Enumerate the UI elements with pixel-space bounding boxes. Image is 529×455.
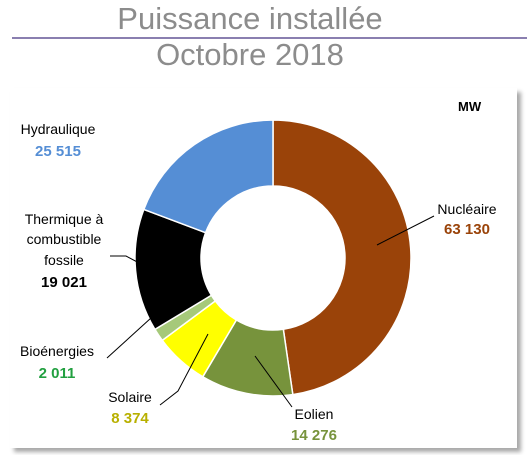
value-thermique: 19 021 (41, 274, 87, 291)
leader-eolien (254, 355, 293, 408)
value-eolien: 14 276 (291, 427, 337, 444)
slice-hydraulique (142, 119, 274, 234)
value-nucleaire: 63 130 (444, 221, 490, 238)
chart-panel: MW Nucléaire 63 130 Eolien 14 276 Solair… (10, 88, 517, 448)
label-thermique-line1: Thermique à (25, 211, 104, 227)
page-subtitle: Octobre 2018 (156, 37, 344, 72)
slice-nucleaire (272, 119, 412, 396)
leader-thermique (110, 255, 142, 265)
value-solaire: 8 374 (111, 410, 149, 427)
title-divider (12, 37, 527, 39)
label-thermique-line2: combustible (27, 231, 102, 247)
label-solaire: Solaire (108, 389, 152, 405)
leader-bioenergies (106, 307, 163, 359)
donut-chart: MW Nucléaire 63 130 Eolien 14 276 Solair… (20, 99, 497, 444)
label-hydraulique: Hydraulique (21, 121, 96, 137)
title-block: Puissance installée Octobre 2018 (0, 0, 529, 78)
unit-label: MW (458, 99, 482, 114)
leader-nucleaire (376, 215, 435, 246)
value-hydraulique: 25 515 (35, 143, 81, 160)
label-nucleaire: Nucléaire (437, 201, 496, 217)
value-bioenergies: 2 011 (39, 365, 76, 382)
leader-lines (106, 215, 435, 408)
label-eolien: Eolien (295, 406, 334, 422)
label-bioenergies: Bioénergies (20, 343, 94, 359)
donut-slices (134, 119, 412, 397)
leader-solaire (159, 333, 209, 406)
page-title: Puissance installée (117, 1, 383, 36)
label-thermique-line3: fossile (44, 252, 84, 268)
